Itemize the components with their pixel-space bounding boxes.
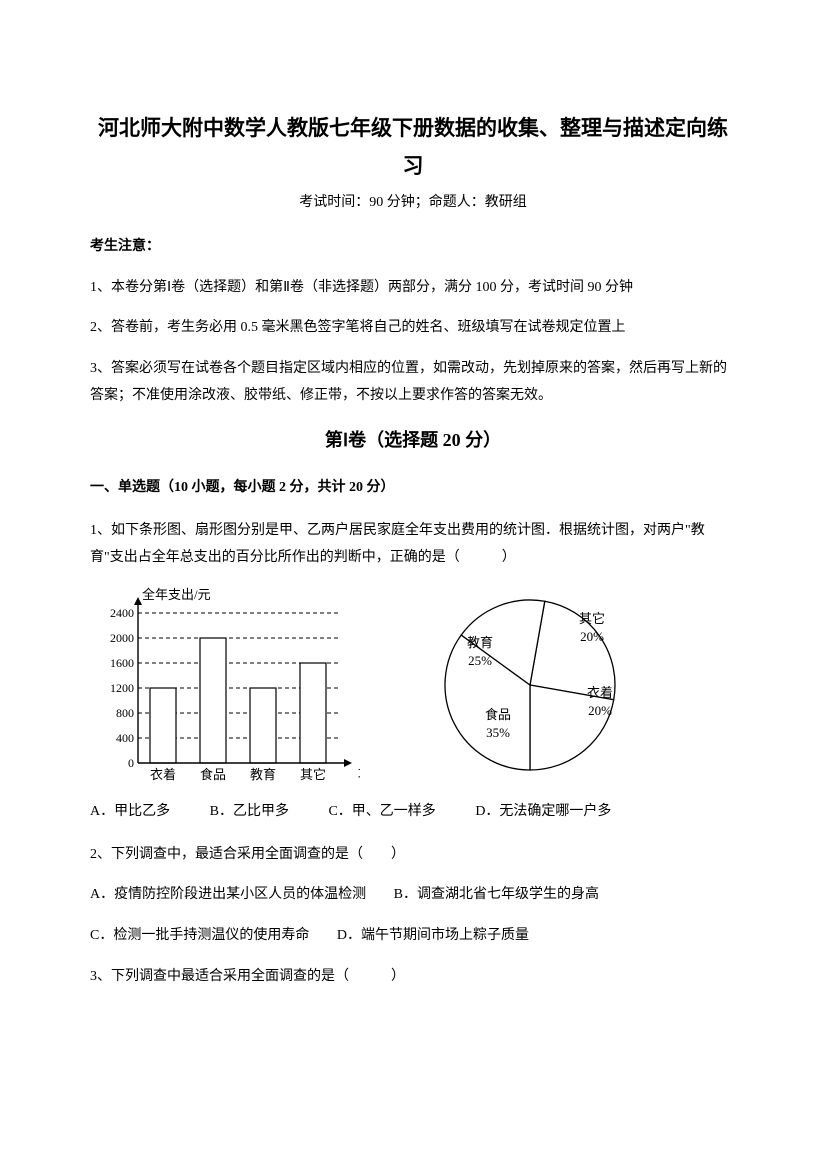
notice-heading: 考生注意：	[90, 234, 736, 261]
option-a: A．甲比乙多	[90, 799, 170, 826]
svg-text:25%: 25%	[468, 653, 492, 668]
svg-text:1200: 1200	[110, 681, 134, 695]
pie-chart: 其它 20% 衣着 20% 食品 35% 教育 25%	[420, 585, 650, 785]
svg-text:20%: 20%	[588, 703, 612, 718]
q1-options: A．甲比乙多 B．乙比甲多 C．甲、乙一样多 D．无法确定哪一户多	[90, 799, 736, 826]
notice-item: 3、答案必须写在试卷各个题目指定区域内相应的位置，如需改动，先划掉原来的答案，然…	[90, 356, 736, 409]
option-d: D．无法确定哪一户多	[475, 799, 611, 826]
svg-text:35%: 35%	[486, 725, 510, 740]
svg-text:其它: 其它	[300, 767, 326, 782]
question-3: 3、下列调查中最适合采用全面调查的是（ ）	[90, 964, 736, 991]
svg-text:其它: 其它	[579, 611, 605, 626]
svg-text:教育: 教育	[250, 767, 276, 782]
svg-text:20%: 20%	[580, 629, 604, 644]
svg-text:全年支出/元: 全年支出/元	[142, 587, 211, 602]
question-1: 1、如下条形图、扇形图分别是甲、乙两户居民家庭全年支出费用的统计图．根据统计图，…	[90, 518, 736, 571]
option-a: A．疫情防控阶段进出某小区人员的体温检测	[90, 887, 366, 902]
bar-chart: 全年支出/元 0 400 800 1200 1600 2000 2400 衣着 食品 教育 其它 项目	[90, 585, 360, 785]
svg-text:衣着: 衣着	[587, 685, 613, 700]
svg-text:400: 400	[116, 731, 134, 745]
svg-text:2400: 2400	[110, 606, 134, 620]
option-d: D．端午节期间市场上粽子质量	[337, 928, 529, 943]
q2-options-row2: C．检测一批手持测温仪的使用寿命 D．端午节期间市场上粽子质量	[90, 923, 736, 950]
notice-item: 2、答卷前，考生务必用 0.5 毫米黑色签字笔将自己的姓名、班级填写在试卷规定位…	[90, 315, 736, 342]
option-c: C．检测一批手持测温仪的使用寿命	[90, 928, 309, 943]
part-heading: 一、单选题（10 小题，每小题 2 分，共计 20 分）	[90, 475, 736, 502]
svg-text:2000: 2000	[110, 631, 134, 645]
page-title: 河北师大附中数学人教版七年级下册数据的收集、整理与描述定向练习	[90, 110, 736, 186]
option-b: B．调查湖北省七年级学生的身高	[394, 887, 599, 902]
charts-row: 全年支出/元04008001200160020002400衣着食品教育其它项目 …	[90, 585, 736, 785]
svg-text:衣着: 衣着	[150, 767, 176, 782]
page-subtitle: 考试时间：90 分钟；命题人：教研组	[90, 190, 736, 217]
svg-text:教育: 教育	[467, 635, 493, 650]
section-heading: 第Ⅰ卷（选择题 20 分）	[90, 423, 736, 457]
notice-item: 1、本卷分第Ⅰ卷（选择题）和第Ⅱ卷（非选择题）两部分，满分 100 分，考试时间…	[90, 275, 736, 302]
svg-text:项目: 项目	[358, 767, 360, 782]
svg-text:800: 800	[116, 706, 134, 720]
svg-text:食品: 食品	[485, 707, 511, 722]
svg-text:0: 0	[128, 756, 134, 770]
svg-text:1600: 1600	[110, 656, 134, 670]
option-b: B．乙比甲多	[210, 799, 289, 826]
q2-options-row1: A．疫情防控阶段进出某小区人员的体温检测 B．调查湖北省七年级学生的身高	[90, 882, 736, 909]
question-2: 2、下列调查中，最适合采用全面调查的是（ ）	[90, 842, 736, 869]
svg-text:食品: 食品	[200, 767, 226, 782]
option-c: C．甲、乙一样多	[328, 799, 435, 826]
